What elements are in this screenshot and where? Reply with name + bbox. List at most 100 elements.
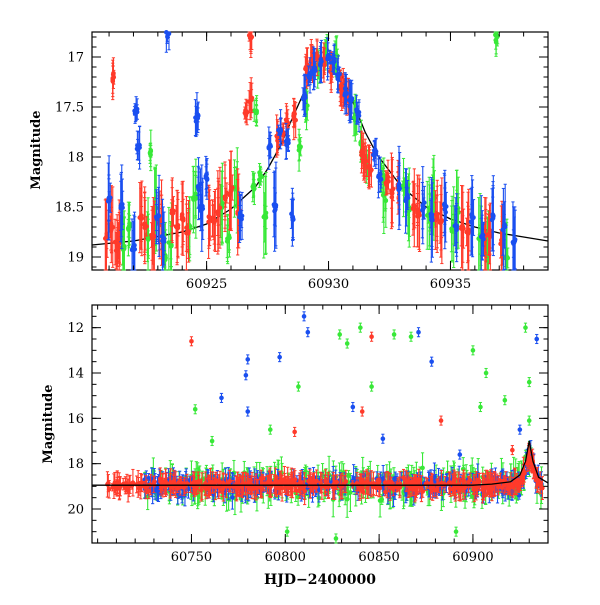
top-green-point-marker (257, 177, 262, 182)
top-y-tick-label: 18.5 (55, 201, 84, 216)
bottom-panel-frame (92, 305, 548, 543)
top-red-point-marker (186, 230, 191, 235)
top-blue-point-marker (195, 116, 200, 121)
top-blue-point-marker (311, 66, 316, 71)
top-red-point-marker (291, 114, 296, 119)
top-blue-point-marker (443, 204, 448, 209)
top-blue-point-marker (204, 172, 209, 177)
top-blue-point-marker (131, 245, 136, 250)
top-blue-point-marker (511, 240, 516, 245)
top-green-point-marker (191, 195, 196, 200)
top-blue-point-marker (343, 86, 348, 91)
top-red-point-marker (111, 75, 116, 80)
top-blue-point-marker (286, 138, 291, 143)
top-blue-point-marker (162, 236, 167, 241)
top-blue-point-marker (107, 196, 112, 201)
top-green-point-marker (169, 243, 174, 248)
top-red-point-marker (230, 185, 235, 190)
bottom-green-point-marker (346, 474, 351, 479)
top-blue-point-marker (335, 73, 340, 78)
top-blue-point-marker (289, 212, 294, 217)
top-red-point-marker (390, 188, 395, 193)
top-blue-point-marker (328, 55, 333, 60)
top-points-layer (103, 30, 517, 270)
top-green-point-marker (148, 150, 153, 155)
top-red-point-marker (171, 209, 176, 214)
top-x-tick-label: 60930 (308, 277, 349, 292)
top-blue-point-marker (119, 205, 124, 210)
top-blue-point-marker (454, 227, 459, 232)
top-red-point-marker (227, 193, 232, 198)
top-green-point-marker (263, 213, 268, 218)
top-y-tick-label: 17 (67, 51, 84, 66)
top-green-point (254, 101, 259, 123)
top-green-point-marker (297, 144, 302, 149)
top-blue-point-marker (406, 196, 411, 201)
top-red-point-marker (386, 179, 391, 184)
top-blue-point-marker (469, 220, 474, 225)
top-y-tick-label: 17.5 (55, 101, 84, 116)
top-blue-point-marker (157, 214, 162, 219)
top-green-point-marker (494, 40, 499, 45)
top-panel: 60925 60930 60935 17 17.5 18 18.5 19 Magnitude (29, 30, 548, 292)
top-red-point-marker (223, 195, 228, 200)
top-green-point (191, 167, 196, 229)
top-blue-point-marker (421, 206, 426, 211)
top-red-point-marker (466, 229, 471, 234)
bottom-points-layer (105, 312, 545, 543)
top-blue-point-marker (318, 63, 323, 68)
top-blue-point-marker (238, 213, 243, 218)
top-blue-point-marker (133, 111, 138, 116)
top-blue-point-marker (501, 228, 506, 233)
top-blue-point-marker (490, 218, 495, 223)
top-blue-point-marker (267, 146, 272, 151)
top-blue-point-marker (135, 143, 140, 148)
top-red-point-marker (137, 215, 142, 220)
top-red-point-marker (440, 218, 445, 223)
top-blue-point-marker (347, 98, 352, 103)
top-red-point-marker (109, 224, 114, 229)
top-green-point-marker (254, 109, 259, 114)
top-x-tick-label: 60935 (430, 277, 471, 292)
top-red-point-marker (366, 164, 371, 169)
top-red-point (390, 157, 395, 222)
top-y-tick-label: 18 (67, 151, 84, 166)
top-blue-point-marker (430, 212, 435, 217)
top-red-point-marker (415, 214, 420, 219)
top-blue-point-marker (276, 128, 281, 133)
top-red-point-marker (180, 214, 185, 219)
top-blue-point-marker (306, 73, 311, 78)
top-red-point-marker (110, 79, 115, 84)
top-blue-point-marker (330, 60, 335, 65)
top-red-point-marker (210, 219, 215, 224)
top-green-point-marker (252, 183, 257, 188)
top-red-point-marker (115, 241, 120, 246)
top-red-point-marker (461, 225, 466, 230)
top-green-point-marker (258, 173, 263, 178)
top-blue-point-marker (303, 94, 308, 99)
top-blue-point-marker (274, 203, 279, 208)
top-green-point-marker (225, 237, 230, 242)
top-red-point-marker (248, 99, 253, 104)
top-red-point (249, 32, 254, 52)
top-red-point (466, 192, 471, 270)
top-blue-point-marker (376, 175, 381, 180)
top-red-point-marker (216, 212, 221, 217)
top-blue-point (420, 167, 425, 244)
top-green-point-marker (126, 226, 131, 231)
top-red-point-marker (249, 34, 254, 39)
top-red-point-marker (293, 118, 298, 123)
top-blue-point-marker (480, 233, 485, 238)
top-y-tick-label: 19 (67, 251, 84, 266)
top-blue-point-marker (397, 187, 402, 192)
top-blue-point-marker (198, 182, 203, 187)
top-x-tick-label: 60925 (186, 277, 227, 292)
top-blue-point-marker (355, 113, 360, 118)
top-red-point-marker (435, 214, 440, 219)
top-red-point-marker (487, 231, 492, 236)
top-y-axis-label: Magnitude (29, 110, 44, 189)
top-ticks-layer: 60925 60930 60935 17 17.5 18 18.5 19 (55, 32, 548, 292)
top-red-point-marker (143, 223, 148, 228)
